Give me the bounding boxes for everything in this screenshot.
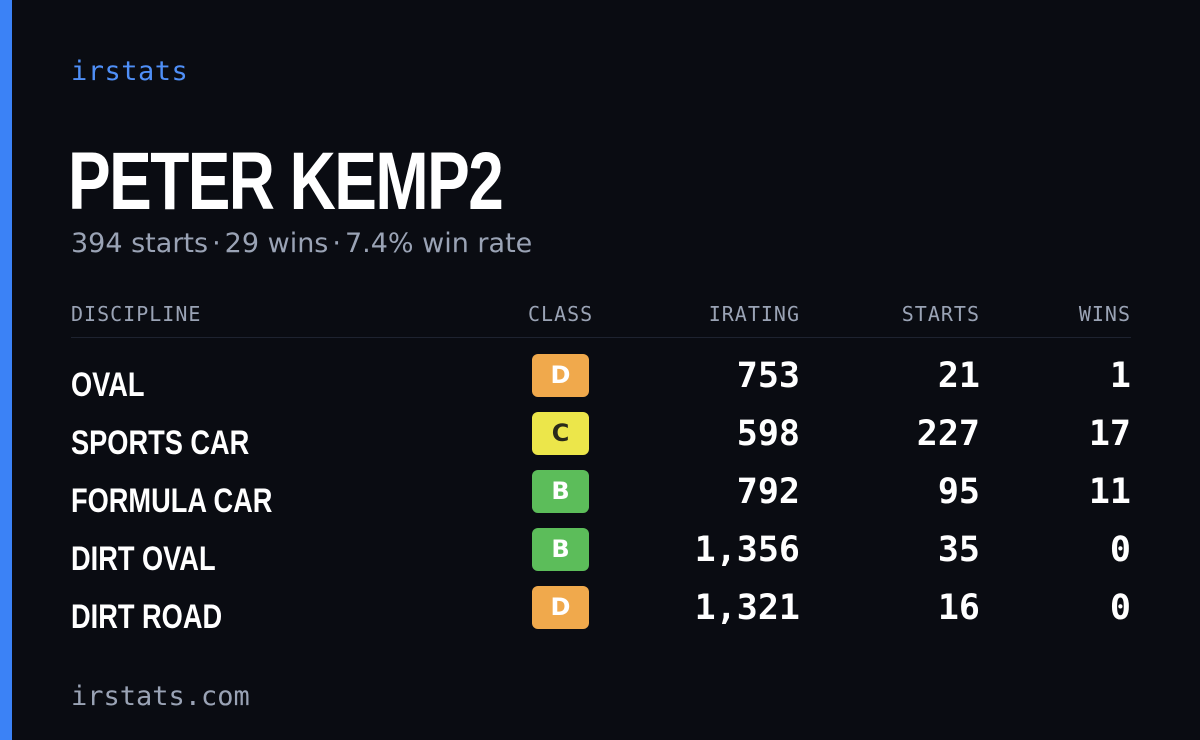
row-discipline: DIRT OVAL [71, 540, 216, 578]
table-row: FORMULA CAR B 792 95 11 [71, 470, 1131, 528]
brand-logo: irstats [71, 56, 189, 87]
table-row: DIRT ROAD D 1,321 16 0 [71, 586, 1131, 644]
class-badge: B [532, 470, 589, 513]
summary-separator: · [332, 228, 341, 259]
row-irating: 792 [736, 472, 800, 512]
row-wins: 0 [1109, 588, 1131, 628]
row-discipline: DIRT ROAD [71, 598, 223, 636]
row-starts: 227 [916, 414, 980, 454]
row-starts: 16 [937, 588, 980, 628]
row-wins: 11 [1088, 472, 1131, 512]
header-discipline: DISCIPLINE [71, 302, 202, 326]
stats-table: DISCIPLINE CLASS IRATING STARTS WINS OVA… [71, 300, 1131, 636]
class-badge: B [532, 528, 589, 571]
class-badge: C [532, 412, 589, 455]
header-irating: IRATING [708, 302, 800, 326]
row-irating: 1,356 [694, 530, 800, 570]
row-discipline: SPORTS CAR [71, 424, 250, 462]
row-wins: 1 [1109, 356, 1131, 396]
table-row: SPORTS CAR C 598 227 17 [71, 412, 1131, 470]
accent-bar [0, 0, 12, 740]
table-row: DIRT OVAL B 1,356 35 0 [71, 528, 1131, 586]
row-wins: 17 [1088, 414, 1131, 454]
row-starts: 21 [937, 356, 980, 396]
summary-starts: 394 starts [71, 228, 209, 259]
row-starts: 35 [937, 530, 980, 570]
row-irating: 598 [736, 414, 800, 454]
header-class: CLASS [528, 302, 594, 326]
row-irating: 1,321 [694, 588, 800, 628]
summary-win-rate: 7.4% win rate [344, 228, 533, 259]
row-irating: 753 [736, 356, 800, 396]
row-wins: 0 [1109, 530, 1131, 570]
table-header: DISCIPLINE CLASS IRATING STARTS WINS [71, 300, 1131, 338]
row-discipline: OVAL [71, 366, 145, 404]
summary-separator: · [212, 228, 221, 259]
summary-wins: 29 wins [224, 228, 329, 259]
table-row: OVAL D 753 21 1 [71, 354, 1131, 412]
class-badge: D [532, 354, 589, 397]
driver-name: PETER KEMP2 [68, 136, 504, 227]
class-badge: D [532, 586, 589, 629]
row-discipline: FORMULA CAR [71, 482, 273, 520]
footer-url: irstats.com [71, 681, 250, 712]
header-starts: STARTS [901, 302, 980, 326]
row-starts: 95 [937, 472, 980, 512]
driver-summary: 394 starts · 29 wins · 7.4% win rate [71, 228, 532, 259]
header-wins: WINS [1078, 302, 1131, 326]
